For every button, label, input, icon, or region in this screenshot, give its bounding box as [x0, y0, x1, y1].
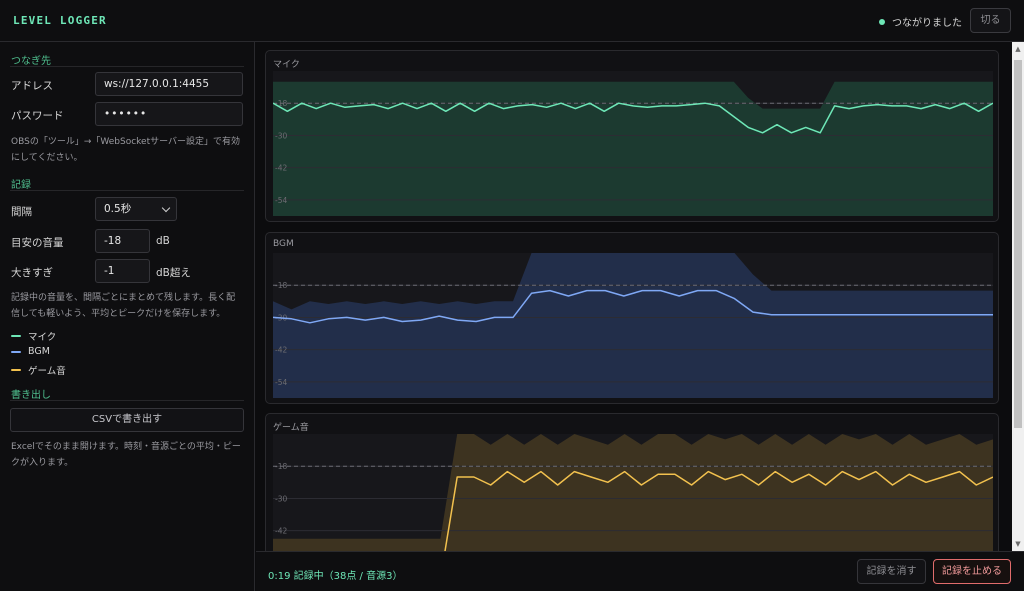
- legend-label: BGM: [28, 346, 50, 357]
- interval-select[interactable]: 0.5秒: [95, 197, 177, 221]
- password-label: パスワード: [11, 110, 64, 122]
- export-csv-button[interactable]: CSVで書き出す: [10, 408, 244, 432]
- panel-title: BGM: [273, 239, 294, 249]
- divider: [10, 400, 244, 401]
- target-level-label: 目安の音量: [11, 237, 64, 249]
- chart-area[interactable]: マイク -18 -30 -42 -54 BGM -18 -30 -42 -54 ゲーム音 -…: [256, 42, 1012, 551]
- legend-swatch: [11, 335, 21, 337]
- y-tick-label: -42: [275, 527, 287, 536]
- interval-label: 間隔: [11, 206, 32, 218]
- too-loud-unit: dB超え: [156, 267, 191, 279]
- target-level-input[interactable]: -18: [95, 229, 150, 253]
- divider: [10, 66, 244, 67]
- legend-item-game: ゲーム音: [11, 363, 66, 377]
- connection-status-label: つながりました: [892, 18, 962, 29]
- app-title: LEVEL LOGGER: [13, 14, 107, 27]
- status-dot-icon: [879, 18, 885, 25]
- password-input[interactable]: ••••••: [95, 102, 243, 126]
- scroll-up-icon[interactable]: ▲: [1015, 45, 1021, 53]
- too-loud-input[interactable]: -1: [95, 259, 150, 283]
- y-tick-label: -42: [275, 164, 287, 173]
- interval-value: 0.5秒: [104, 203, 132, 215]
- legend-swatch: [11, 369, 21, 371]
- average-line: [444, 470, 993, 551]
- legend-label: マイク: [28, 332, 57, 343]
- chart-panel-game: ゲーム音 -18 -30 -42: [265, 413, 999, 551]
- legend-swatch: [11, 350, 21, 353]
- divider: [10, 190, 244, 191]
- scroll-down-icon[interactable]: ▼: [1015, 540, 1021, 548]
- scrollbar[interactable]: ▲ ▼: [1012, 42, 1024, 551]
- y-tick-label: -30: [275, 131, 287, 140]
- peak-area: [273, 253, 993, 398]
- scrollbar-thumb[interactable]: [1014, 60, 1022, 428]
- y-tick-label: -42: [275, 346, 287, 355]
- level-chart-mic: -18-30-42-54: [273, 71, 993, 216]
- peak-area: [273, 434, 993, 551]
- chart-panel-mic: マイク -18 -30 -42 -54: [265, 50, 999, 222]
- address-label: アドレス: [11, 80, 53, 92]
- panel-title: マイク: [273, 60, 300, 70]
- target-level-unit: dB: [156, 235, 170, 247]
- average-line: [273, 102, 993, 134]
- footer-bar: 0:19 記録中（38点 / 音源3） 記録を消す 記録を止める: [256, 551, 1024, 591]
- record-hint: 記録中の音量を、間隔ごとにまとめて残します。長く配信しても軽いよう、平均とピーク…: [11, 293, 236, 319]
- chevron-down-icon: [161, 203, 171, 213]
- section-title-export: 書き出し: [11, 390, 51, 401]
- peak-area: [273, 81, 993, 216]
- recording-status: 0:19 記録中（38点 / 音源3）: [268, 571, 403, 582]
- connection-status: つながりました: [879, 14, 962, 29]
- too-loud-label: 大きすぎ: [11, 267, 53, 279]
- y-tick-label: -30: [275, 494, 287, 503]
- export-hint: Excelでそのまま開けます。時刻・音源ごとの平均・ピークが入ります。: [11, 442, 241, 468]
- section-title-connect: つなぎ先: [11, 56, 51, 67]
- sidebar: つなぎ先 アドレス ws://127.0.0.1:4455 パスワード ••••…: [0, 42, 255, 591]
- clear-records-button[interactable]: 記録を消す: [857, 559, 926, 584]
- level-chart-game: -18 -30 -42: [273, 434, 993, 551]
- address-input[interactable]: ws://127.0.0.1:4455: [95, 72, 243, 96]
- average-line: [273, 289, 993, 324]
- stop-recording-button[interactable]: 記録を止める: [933, 559, 1011, 584]
- legend-label: ゲーム音: [28, 366, 66, 377]
- y-tick-label: -54: [275, 378, 287, 387]
- chart-panel-bgm: BGM -18 -30 -42 -54: [265, 232, 999, 404]
- y-tick-label: -54: [275, 196, 287, 205]
- section-title-record: 記録: [11, 180, 31, 191]
- y-tick-label: -18: [275, 281, 287, 290]
- disconnect-button[interactable]: 切る: [970, 8, 1011, 33]
- top-bar: LEVEL LOGGER つながりました 切る: [0, 0, 1024, 42]
- legend-item-mic: マイク: [11, 329, 56, 343]
- level-chart-bgm: -18-30-42-54: [273, 253, 993, 398]
- panel-title: ゲーム音: [273, 423, 309, 433]
- connect-hint: OBSの「ツール」→「WebSocketサーバー設定」で有効にしてください。: [11, 137, 241, 163]
- legend-item-bgm: BGM: [11, 346, 50, 357]
- y-tick-label: -18: [275, 462, 287, 471]
